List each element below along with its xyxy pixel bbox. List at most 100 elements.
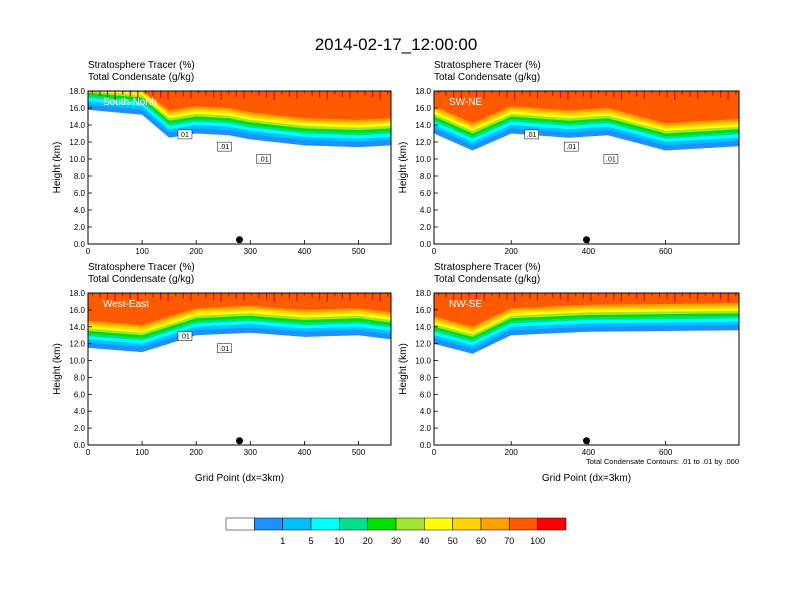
tracer-spike xyxy=(491,91,493,94)
tracer-spike xyxy=(445,91,447,96)
x-tick-label: 200 xyxy=(190,448,204,457)
tracer-spike xyxy=(197,293,199,296)
colorbar-label: 70 xyxy=(504,536,514,546)
tracer-spike xyxy=(137,293,139,301)
tracer-spike xyxy=(129,293,131,299)
tracer-spike xyxy=(521,91,523,95)
tracer-band-10 xyxy=(88,91,391,120)
tracer-spike xyxy=(281,293,283,297)
contour-label: .01 xyxy=(219,144,229,151)
tracer-spike xyxy=(628,91,630,95)
tracer-spike xyxy=(114,293,116,302)
y-tick-label: 0.0 xyxy=(420,240,432,249)
x-tick-label: 0 xyxy=(86,247,91,256)
tracer-spike xyxy=(190,293,192,301)
tracer-spike xyxy=(666,91,668,98)
y-tick-label: 16.0 xyxy=(415,104,431,113)
contour-label-box xyxy=(217,141,232,152)
tracer-spike xyxy=(628,293,630,297)
tracer-spike xyxy=(228,293,230,297)
x-tick-label: 200 xyxy=(190,247,204,256)
tracer-spike xyxy=(681,293,683,297)
location-marker xyxy=(236,437,243,445)
tracer-spike xyxy=(197,91,199,94)
panel-3: Stratosphere Tracer (%)Total Condensate … xyxy=(398,262,740,484)
y-tick-label: 8.0 xyxy=(74,172,86,181)
panel-header-condensate: Total Condensate (g/kg) xyxy=(434,274,540,285)
tracer-spike xyxy=(613,91,615,98)
tracer-spike xyxy=(544,91,546,94)
tracer-spike xyxy=(735,91,737,95)
tracer-spike xyxy=(498,293,500,298)
y-tick-label: 8.0 xyxy=(74,373,86,382)
x-tick-label: 500 xyxy=(352,247,366,256)
contour-label: .01 xyxy=(219,346,229,353)
x-tick-label: 200 xyxy=(505,448,519,457)
tracer-spike xyxy=(91,293,93,296)
colorbar-swatch xyxy=(452,517,482,531)
tracer-spike xyxy=(311,293,313,298)
plot-frame xyxy=(433,90,740,245)
x-tick-label: 400 xyxy=(582,247,596,256)
tracer-spike xyxy=(326,293,328,302)
tracer-spike xyxy=(341,293,343,299)
tracer-spike xyxy=(288,91,290,97)
y-tick-label: 12.0 xyxy=(415,138,431,147)
tracer-spike xyxy=(674,91,676,100)
tracer-spike xyxy=(303,293,306,296)
tracer-spike xyxy=(106,293,109,300)
tracer-spike xyxy=(273,293,275,302)
panel-label: South-North xyxy=(103,97,157,108)
x-tick-label: 100 xyxy=(135,247,149,256)
y-tick-label: 4.0 xyxy=(74,206,86,215)
tracer-spike xyxy=(536,91,539,99)
panel-header-condensate: Total Condensate (g/kg) xyxy=(434,72,540,83)
y-tick-label: 12.0 xyxy=(415,340,431,349)
colorbar-swatch xyxy=(480,517,510,531)
tracer-spike xyxy=(182,91,184,97)
tracer-spike xyxy=(106,91,109,98)
tracer-spike xyxy=(122,293,124,297)
tracer-spike xyxy=(552,91,554,96)
tracer-spike xyxy=(658,293,661,298)
tracer-spike xyxy=(258,293,260,298)
y-tick-label: 14.0 xyxy=(415,121,431,130)
tracer-spike xyxy=(506,91,508,98)
y-tick-label: 10.0 xyxy=(69,357,85,366)
contour-label: 01 xyxy=(181,132,189,139)
y-tick-label: 8.0 xyxy=(420,172,432,181)
contour-label: .01 xyxy=(180,334,190,341)
y-tick-label: 12.0 xyxy=(69,340,85,349)
tracer-spike xyxy=(468,91,470,95)
panel-header-condensate: Total Condensate (g/kg) xyxy=(88,274,194,285)
tracer-spike xyxy=(296,293,298,301)
tracer-spike xyxy=(483,91,485,99)
tracer-spike xyxy=(445,293,447,298)
tracer-spike xyxy=(689,91,691,97)
y-tick-label: 10.0 xyxy=(415,357,431,366)
y-tick-label: 16.0 xyxy=(69,104,85,113)
colorbar-label: 100 xyxy=(530,536,545,546)
tracer-spike xyxy=(91,91,93,94)
tracer-spike xyxy=(521,293,523,297)
colorbar: 1 5 10 20 30 40 50 60 70 100 xyxy=(225,517,567,546)
tracer-spike xyxy=(129,91,131,97)
tracer-spike xyxy=(281,91,283,95)
tracer-spike xyxy=(613,293,615,300)
x-axis-label: Grid Point (dx=3km) xyxy=(195,473,284,484)
tracer-spike xyxy=(704,91,706,94)
panel-label: SW-NE xyxy=(449,97,482,108)
tracer-spike xyxy=(341,91,343,97)
contour-label-box xyxy=(217,343,232,354)
tracer-spike xyxy=(364,293,366,298)
plot-area: South-North 01 .01 .01 xyxy=(88,91,391,244)
contour-label-box xyxy=(524,129,539,140)
tracer-spike xyxy=(453,91,455,98)
y-tick-label: 6.0 xyxy=(74,390,86,399)
panel-2: Stratosphere Tracer (%)Total Condensate … xyxy=(52,262,392,484)
tracer-spike xyxy=(326,91,328,100)
figure-title: 2014-02-17_12:00:00 xyxy=(315,35,478,54)
colorbar-swatch xyxy=(367,517,397,531)
colorbar-label: 1 xyxy=(280,536,285,546)
tracer-band-10 xyxy=(88,293,391,326)
